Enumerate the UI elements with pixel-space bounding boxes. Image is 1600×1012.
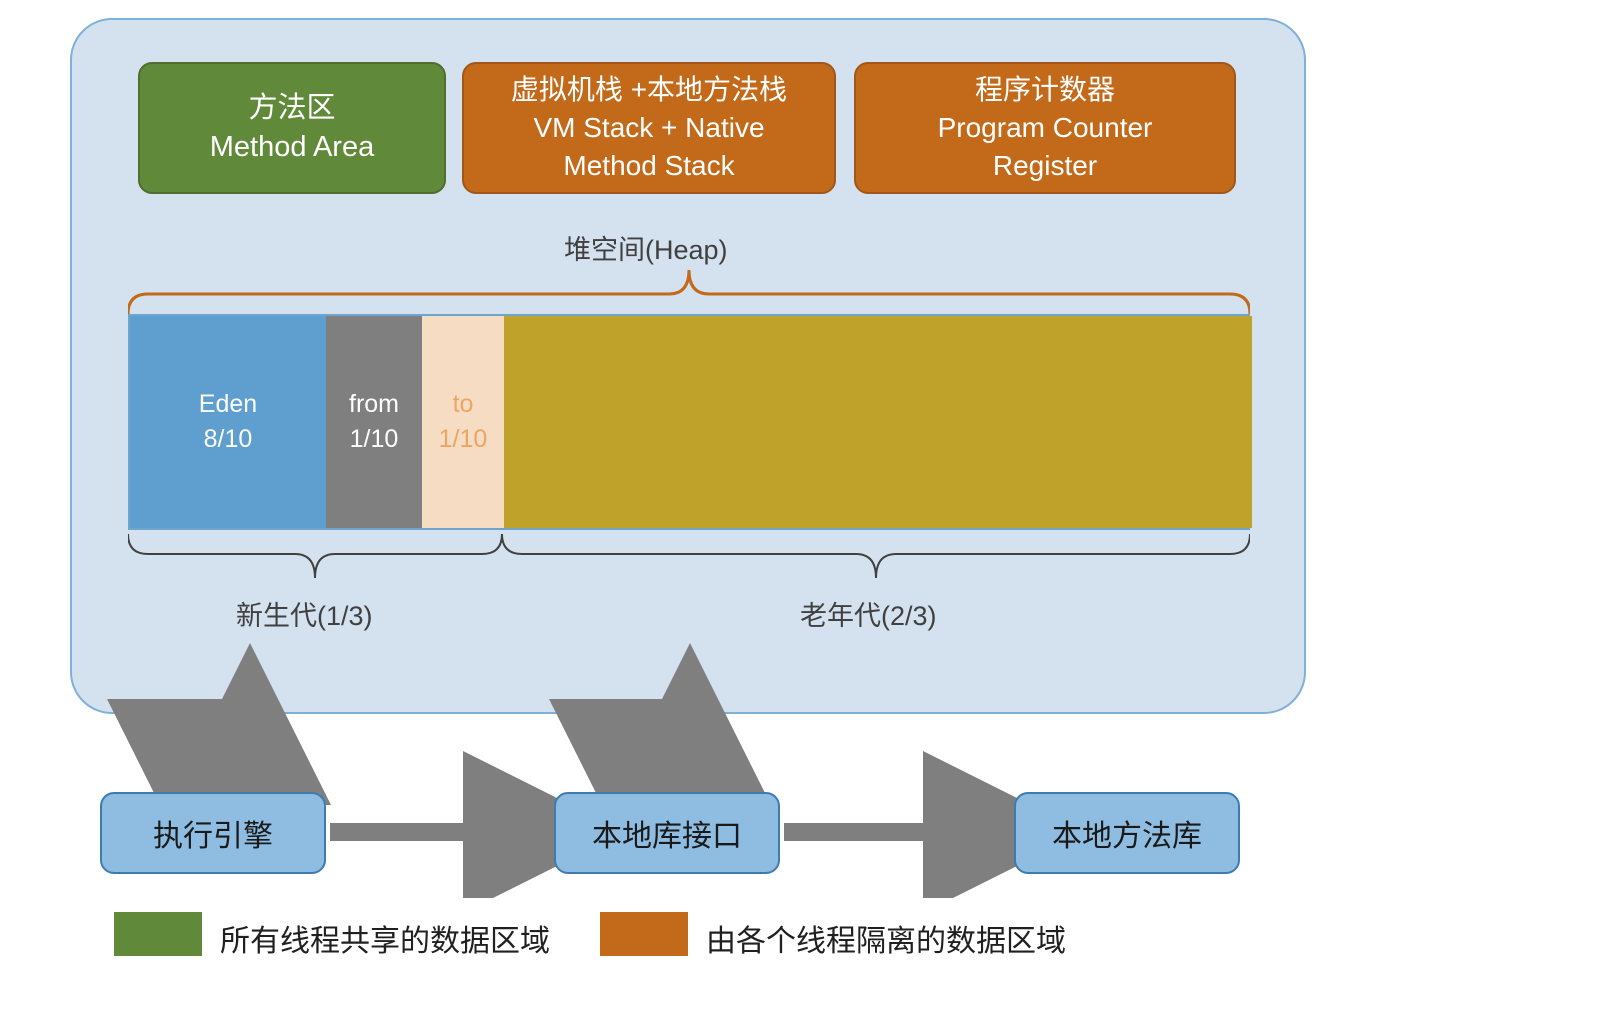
legend-shared-text: 所有线程共享的数据区域	[220, 916, 550, 960]
native-interface-box: 本地库接口	[554, 792, 780, 874]
exec-engine-label: 执行引擎	[153, 811, 273, 855]
legend-isolated-text: 由各个线程隔离的数据区域	[706, 916, 1066, 960]
exec-engine-box: 执行引擎	[100, 792, 326, 874]
native-lib-box: 本地方法库	[1014, 792, 1240, 874]
native-lib-label: 本地方法库	[1052, 811, 1202, 855]
legend-isolated-swatch	[600, 912, 688, 956]
legend-shared-swatch	[114, 912, 202, 956]
native-interface-label: 本地库接口	[592, 811, 742, 855]
jvm-memory-diagram: 方法区 Method Area 虚拟机栈 +本地方法栈 VM Stack + N…	[70, 18, 1530, 998]
arrows-vertical	[70, 18, 1306, 898]
